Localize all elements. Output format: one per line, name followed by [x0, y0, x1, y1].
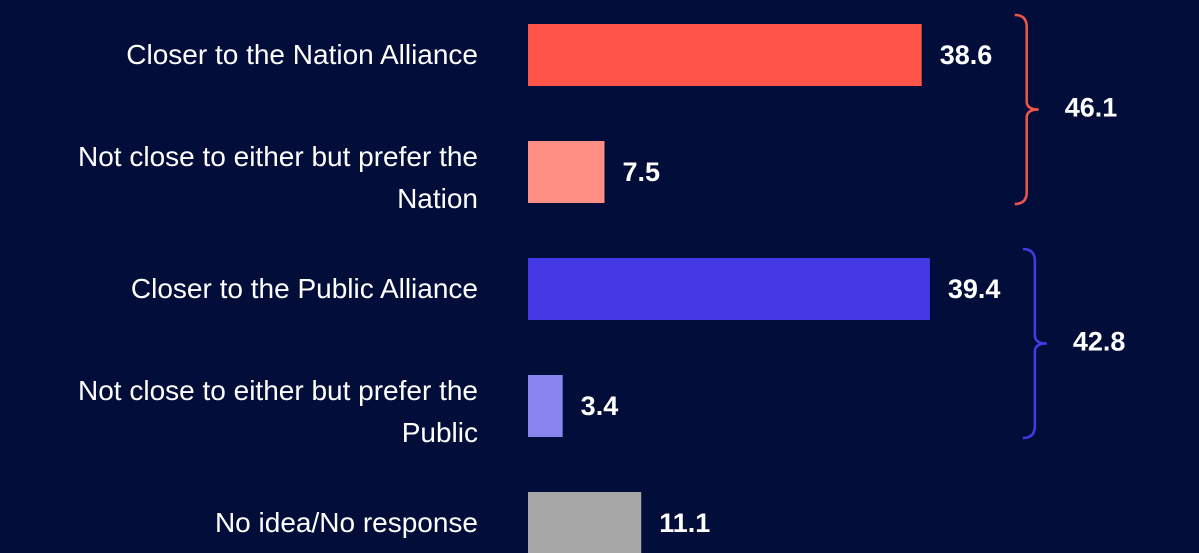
value-label: 11.1 — [659, 508, 710, 538]
group-total: 46.1 — [1065, 93, 1118, 123]
value-label: 3.4 — [581, 391, 619, 421]
category-label: Not close to either but prefer the Publi… — [78, 375, 478, 448]
value-label: 7.5 — [623, 157, 661, 187]
category-label: Closer to the Public Alliance — [130, 273, 478, 304]
bar — [528, 375, 563, 437]
group-bracket — [1014, 13, 1039, 206]
bar — [528, 141, 605, 203]
category-label: Closer to the Nation Alliance — [126, 39, 478, 70]
category-label: No idea/No response — [214, 507, 478, 538]
value-label: 39.4 — [948, 274, 1001, 304]
category-label: Not close to either but prefer the Natio… — [78, 141, 478, 214]
group-total: 42.8 — [1073, 327, 1126, 357]
bar — [528, 24, 922, 86]
value-label: 38.6 — [940, 40, 993, 70]
bar — [528, 492, 642, 553]
bar — [528, 258, 930, 320]
group-bracket — [1022, 247, 1047, 440]
